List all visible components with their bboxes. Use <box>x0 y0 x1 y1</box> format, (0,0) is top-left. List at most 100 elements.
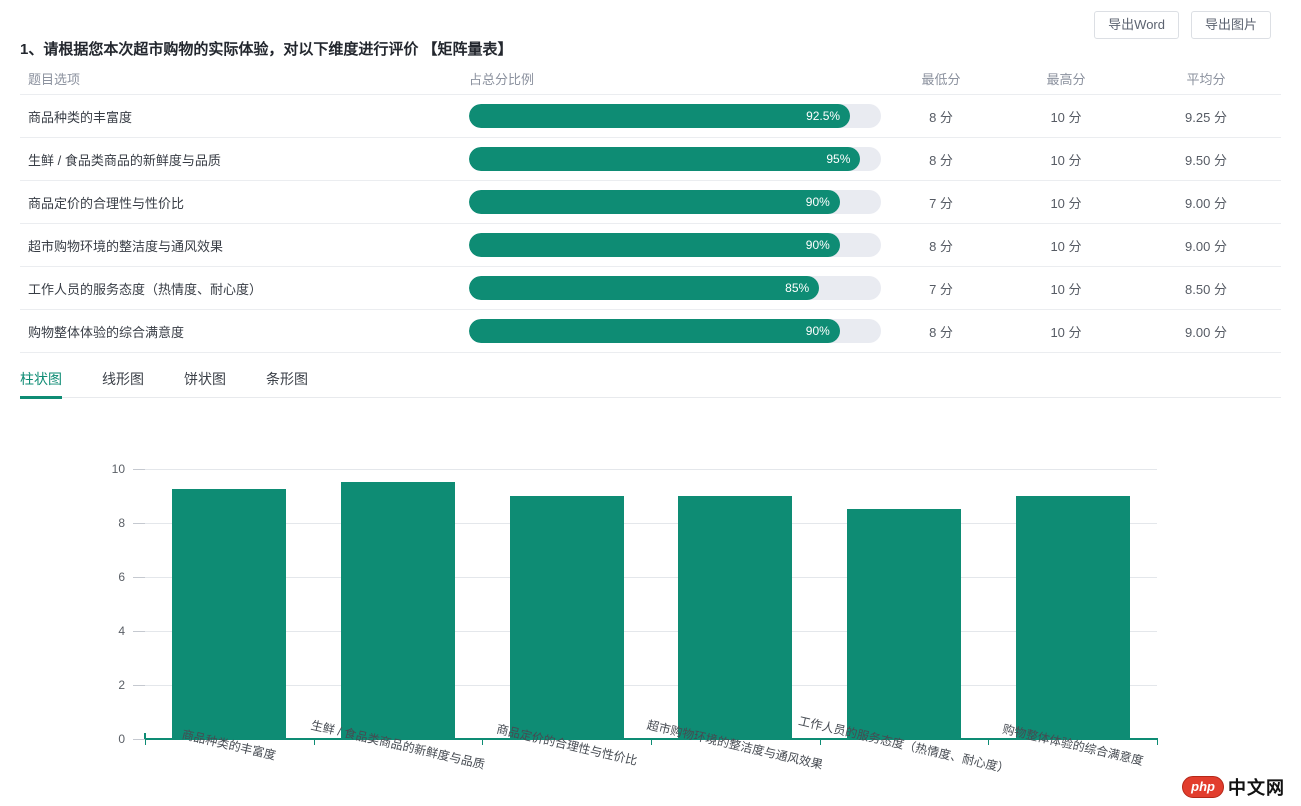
gridline <box>145 523 1157 524</box>
row-max-score: 10 分 <box>1050 324 1082 340</box>
bar-1[interactable] <box>172 489 286 739</box>
gridline <box>145 577 1157 578</box>
header-min-score: 最低分 <box>921 71 961 87</box>
x-axis-tick <box>482 739 483 745</box>
row-proportion-cell: 92.5% <box>469 104 881 128</box>
bar-6[interactable] <box>1016 496 1130 739</box>
row-max-score: 10 分 <box>1050 109 1082 125</box>
tab-chart-type-1[interactable]: 柱状图 <box>20 360 62 399</box>
row-proportion-cell: 90% <box>469 190 881 214</box>
bar-4[interactable] <box>678 496 792 739</box>
row-avg-score: 9.25 分 <box>1185 109 1227 125</box>
row-min-score: 8 分 <box>929 109 953 125</box>
y-axis-tick-label: 10 <box>111 462 125 476</box>
x-axis-tick <box>1157 739 1158 745</box>
table-row: 生鲜 / 食品类商品的新鲜度与品质 95% 8 分 10 分 9.50 分 <box>20 138 1281 181</box>
y-axis-stub <box>144 733 146 740</box>
plot-area <box>144 469 1158 745</box>
row-max-score: 10 分 <box>1050 238 1082 254</box>
y-axis-tick-label: 6 <box>118 570 125 584</box>
y-axis-tick-label: 2 <box>118 678 125 692</box>
row-avg-score: 9.00 分 <box>1185 195 1227 211</box>
tab-chart-type-4[interactable]: 条形图 <box>266 371 308 387</box>
gridline <box>145 631 1157 632</box>
row-proportion-cell: 90% <box>469 233 881 257</box>
row-proportion-cell: 95% <box>469 147 881 171</box>
row-option-label: 工作人员的服务态度（热情度、耐心度） <box>28 281 263 297</box>
header-max-score: 最高分 <box>1046 71 1086 87</box>
progress-fill: 85% <box>469 276 820 300</box>
row-avg-score: 9.50 分 <box>1185 152 1227 168</box>
row-proportion-cell: 90% <box>469 319 881 343</box>
header-option: 题目选项 <box>28 71 81 87</box>
row-min-score: 8 分 <box>929 238 953 254</box>
y-axis-tick <box>133 631 145 632</box>
progress-track: 95% <box>469 147 881 171</box>
row-proportion-cell: 85% <box>469 276 881 300</box>
row-option-label: 生鲜 / 食品类商品的新鲜度与品质 <box>28 152 221 168</box>
table-body: 商品种类的丰富度 92.5% 8 分 10 分 9.25 分生鲜 / 食品类商品的新鲜度… <box>20 95 1281 353</box>
row-min-score: 8 分 <box>929 152 953 168</box>
export-toolbar: 导出Word 导出图片 <box>1094 11 1271 39</box>
chart-type-tabs: 柱状图 线形图 饼状图 条形图 <box>20 360 1281 399</box>
progress-track: 92.5% <box>469 104 881 128</box>
row-avg-score: 9.00 分 <box>1185 324 1227 340</box>
export-word-button[interactable]: 导出Word <box>1094 11 1179 39</box>
y-axis-tick <box>133 577 145 578</box>
table-row: 工作人员的服务态度（热情度、耐心度） 85% 7 分 10 分 8.50 分 <box>20 267 1281 310</box>
export-image-button[interactable]: 导出图片 <box>1190 11 1271 39</box>
x-axis-tick <box>651 739 652 745</box>
progress-track: 90% <box>469 319 881 343</box>
row-option-label: 商品定价的合理性与性价比 <box>28 195 185 211</box>
x-axis-tick <box>145 739 146 745</box>
question-title: 1、请根据您本次超市购物的实际体验，对以下维度进行评价 【矩阵量表】 <box>20 41 513 58</box>
gridline <box>145 469 1157 470</box>
y-axis-tick <box>133 469 145 470</box>
header-avg-score: 平均分 <box>1186 71 1226 87</box>
php-logo-icon: php <box>1182 775 1224 799</box>
bar-5[interactable] <box>847 509 961 739</box>
progress-fill: 90% <box>469 319 840 343</box>
progress-track: 85% <box>469 276 881 300</box>
bar-2[interactable] <box>341 482 455 739</box>
watermark-site-text: 中文网 <box>1228 778 1285 798</box>
table-row: 商品定价的合理性与性价比 90% 7 分 10 分 9.00 分 <box>20 181 1281 224</box>
row-max-score: 10 分 <box>1050 152 1082 168</box>
gridline <box>145 685 1157 686</box>
progress-track: 90% <box>469 233 881 257</box>
row-avg-score: 9.00 分 <box>1185 238 1227 254</box>
row-min-score: 8 分 <box>929 324 953 340</box>
y-axis-tick-label: 4 <box>118 624 125 638</box>
row-min-score: 7 分 <box>929 195 953 211</box>
row-option-label: 超市购物环境的整洁度与通风效果 <box>28 238 224 254</box>
progress-fill: 95% <box>469 147 861 171</box>
y-axis-tick <box>133 739 145 740</box>
bar-3[interactable] <box>510 496 624 739</box>
x-axis-tick <box>314 739 315 745</box>
table-row: 购物整体体验的综合满意度 90% 8 分 10 分 9.00 分 <box>20 310 1281 353</box>
row-min-score: 7 分 <box>929 281 953 297</box>
results-table: 题目选项 占总分比例 最低分 最高分 平均分 商品种类的丰富度 92.5% 8 分 1… <box>20 62 1281 353</box>
row-avg-score: 8.50 分 <box>1185 281 1227 297</box>
progress-track: 90% <box>469 190 881 214</box>
watermark: php 中文网 <box>1182 774 1285 800</box>
y-axis-tick-label: 0 <box>118 732 125 746</box>
y-axis-tick-label: 8 <box>118 516 125 530</box>
header-proportion: 占总分比例 <box>469 71 535 87</box>
row-option-label: 购物整体体验的综合满意度 <box>28 324 185 340</box>
progress-fill: 90% <box>469 190 840 214</box>
table-row: 商品种类的丰富度 92.5% 8 分 10 分 9.25 分 <box>20 95 1281 138</box>
progress-fill: 90% <box>469 233 840 257</box>
table-header-row: 题目选项 占总分比例 最低分 最高分 平均分 <box>20 62 1281 95</box>
bar-chart: 0 2 4 6 8 10 商品种类的丰富度 生鲜 / 食品类商品的新鲜度与品质 商品定价的合理性… <box>0 455 1301 800</box>
y-axis-tick <box>133 523 145 524</box>
tab-chart-type-2[interactable]: 线形图 <box>102 371 144 387</box>
y-axis-tick <box>133 685 145 686</box>
x-axis-tick <box>988 739 989 745</box>
row-max-score: 10 分 <box>1050 281 1082 297</box>
row-max-score: 10 分 <box>1050 195 1082 211</box>
row-option-label: 商品种类的丰富度 <box>28 109 133 125</box>
tab-chart-type-3[interactable]: 饼状图 <box>184 371 226 387</box>
table-row: 超市购物环境的整洁度与通风效果 90% 8 分 10 分 9.00 分 <box>20 224 1281 267</box>
